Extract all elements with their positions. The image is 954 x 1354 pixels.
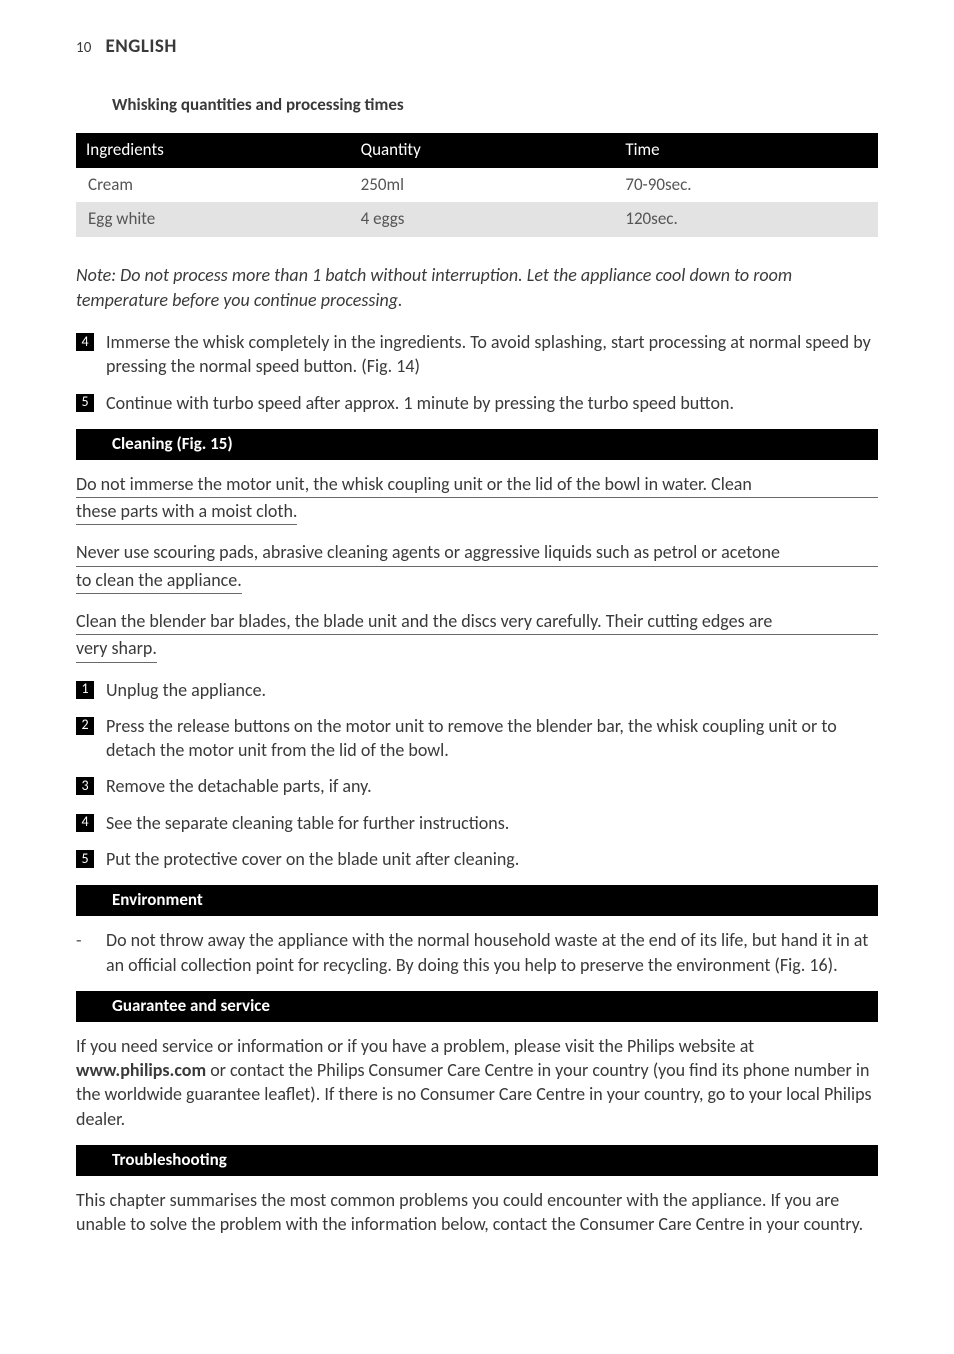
environment-text: Do not throw away the appliance with the…: [106, 928, 878, 977]
step-number: 2: [76, 717, 94, 735]
step-text: Continue with turbo speed after approx. …: [106, 391, 878, 415]
section-environment: Environment: [76, 885, 878, 916]
bullet-dash: -: [76, 928, 106, 952]
table-cell: 70-90sec.: [613, 168, 878, 203]
step: 4 See the separate cleaning table for fur…: [76, 811, 878, 835]
table-cell: Egg white: [76, 202, 349, 237]
warning-block: Never use scouring pads, abrasive cleani…: [76, 540, 878, 595]
environment-bullet: - Do not throw away the appliance with t…: [76, 928, 878, 977]
step: 5 Put the protective cover on the blade u…: [76, 847, 878, 871]
section-troubleshooting: Troubleshooting: [76, 1145, 878, 1176]
warning-line: Clean the blender bar blades, the blade …: [76, 609, 878, 635]
step-number: 4: [76, 814, 94, 832]
table-row: Cream250ml70-90sec.: [76, 168, 878, 203]
table-caption: Whisking quantities and processing times: [112, 94, 878, 117]
warning-line: Do not immerse the motor unit, the whisk…: [76, 472, 878, 498]
table-row: Egg white4 eggs120sec.: [76, 202, 878, 237]
step: 3 Remove the detachable parts, if any.: [76, 774, 878, 798]
step-text: Remove the detachable parts, if any.: [106, 774, 878, 798]
top-steps: 4 Immerse the whisk completely in the ing…: [76, 330, 878, 415]
troubleshooting-text: This chapter summarises the most common …: [76, 1188, 878, 1237]
step-number: 5: [76, 394, 94, 412]
step-text: Press the release buttons on the motor u…: [106, 714, 878, 763]
whisking-table: IngredientsQuantityTime Cream250ml70-90s…: [76, 133, 878, 238]
table-header-cell: Ingredients: [76, 133, 349, 168]
processing-note: Note: Do not process more than 1 batch w…: [76, 263, 878, 312]
step-text: Immerse the whisk completely in the ingr…: [106, 330, 878, 379]
step: 2 Press the release buttons on the motor …: [76, 714, 878, 763]
table-header-row: IngredientsQuantityTime: [76, 133, 878, 168]
table-cell: Cream: [76, 168, 349, 203]
step: 1 Unplug the appliance.: [76, 678, 878, 702]
cleaning-warnings: Do not immerse the motor unit, the whisk…: [76, 472, 878, 664]
warning-line: very sharp.: [76, 636, 157, 662]
table-header-cell: Quantity: [349, 133, 614, 168]
page-number: 10: [76, 39, 92, 57]
guarantee-text: If you need service or information or if…: [76, 1034, 878, 1131]
step-text: Put the protective cover on the blade un…: [106, 847, 878, 871]
warning-block: Do not immerse the motor unit, the whisk…: [76, 472, 878, 527]
guarantee-url: www.philips.com: [76, 1059, 206, 1081]
step-text: See the separate cleaning table for furt…: [106, 811, 878, 835]
section-guarantee: Guarantee and service: [76, 991, 878, 1022]
step: 5 Continue with turbo speed after approx.…: [76, 391, 878, 415]
table-cell: 4 eggs: [349, 202, 614, 237]
table-cell: 120sec.: [613, 202, 878, 237]
cleaning-steps: 1 Unplug the appliance. 2 Press the release…: [76, 678, 878, 872]
step-text: Unplug the appliance.: [106, 678, 878, 702]
step-number: 5: [76, 850, 94, 868]
warning-line: to clean the appliance.: [76, 568, 242, 594]
step-number: 3: [76, 777, 94, 795]
page-header: 10 ENGLISH: [76, 34, 878, 60]
table-header-cell: Time: [613, 133, 878, 168]
warning-line: these parts with a moist cloth.: [76, 499, 297, 525]
warning-line: Never use scouring pads, abrasive cleani…: [76, 540, 878, 566]
table-cell: 250ml: [349, 168, 614, 203]
step-number: 4: [76, 333, 94, 351]
language-label: ENGLISH: [105, 35, 176, 58]
section-cleaning: Cleaning (Fig. 15): [76, 429, 878, 460]
step: 4 Immerse the whisk completely in the ing…: [76, 330, 878, 379]
guarantee-pre: If you need service or information or if…: [76, 1035, 754, 1057]
step-number: 1: [76, 681, 94, 699]
warning-block: Clean the blender bar blades, the blade …: [76, 609, 878, 664]
